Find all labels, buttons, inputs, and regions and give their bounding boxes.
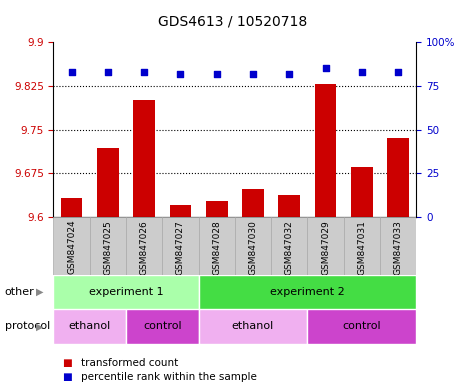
Bar [170, 205, 191, 217]
Text: protocol: protocol [5, 321, 50, 331]
Point [322, 65, 329, 71]
Point [140, 69, 148, 75]
Text: GDS4613 / 10520718: GDS4613 / 10520718 [158, 14, 307, 28]
Bar [307, 217, 344, 275]
Text: ▶: ▶ [36, 287, 43, 297]
Text: experiment 2: experiment 2 [270, 287, 345, 297]
Bar [97, 148, 119, 217]
Text: experiment 1: experiment 1 [89, 287, 163, 297]
Bar [242, 189, 264, 217]
Bar [53, 309, 126, 344]
Text: ■: ■ [63, 372, 76, 382]
Text: GSM847033: GSM847033 [393, 220, 403, 275]
Text: other: other [5, 287, 34, 297]
Text: ethanol: ethanol [69, 321, 111, 331]
Point [177, 71, 184, 77]
Text: ▶: ▶ [36, 321, 43, 331]
Text: transformed count: transformed count [81, 358, 179, 368]
Text: GSM847026: GSM847026 [140, 220, 149, 275]
Bar [53, 217, 90, 275]
Bar [61, 198, 82, 217]
Bar [351, 167, 372, 217]
Bar [126, 309, 199, 344]
Bar [235, 217, 271, 275]
Point [249, 71, 257, 77]
Bar [271, 217, 307, 275]
Bar [53, 275, 199, 309]
Text: GSM847032: GSM847032 [285, 220, 294, 275]
Text: control: control [342, 321, 381, 331]
Text: control: control [143, 321, 182, 331]
Bar [199, 275, 416, 309]
Text: percentile rank within the sample: percentile rank within the sample [81, 372, 257, 382]
Bar [90, 217, 126, 275]
Bar [199, 217, 235, 275]
Point [358, 69, 365, 75]
Text: GSM847027: GSM847027 [176, 220, 185, 275]
Text: GSM847025: GSM847025 [103, 220, 113, 275]
Bar [206, 201, 227, 217]
Text: GSM847029: GSM847029 [321, 220, 330, 275]
Text: GSM847031: GSM847031 [357, 220, 366, 275]
Bar [307, 309, 416, 344]
Bar [126, 217, 162, 275]
Point [394, 69, 402, 75]
Text: GSM847028: GSM847028 [212, 220, 221, 275]
Bar [344, 217, 380, 275]
Bar [279, 195, 300, 217]
Text: GSM847030: GSM847030 [248, 220, 258, 275]
Point [213, 71, 220, 77]
Bar [387, 138, 409, 217]
Text: ■: ■ [63, 358, 76, 368]
Bar [315, 84, 336, 217]
Point [68, 69, 75, 75]
Bar [199, 309, 307, 344]
Bar [380, 217, 416, 275]
Bar [162, 217, 199, 275]
Point [104, 69, 112, 75]
Text: ethanol: ethanol [232, 321, 274, 331]
Bar [133, 101, 155, 217]
Point [286, 71, 293, 77]
Text: GSM847024: GSM847024 [67, 220, 76, 275]
